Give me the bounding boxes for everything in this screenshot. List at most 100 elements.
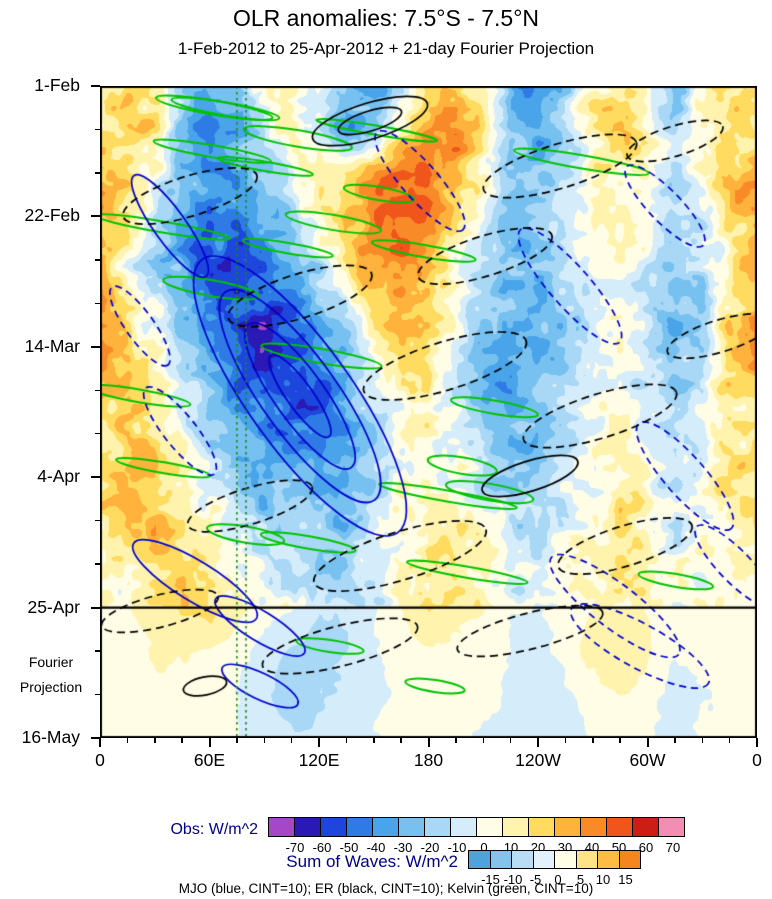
colorbar-tick-label: -40 <box>366 840 386 855</box>
colorbar-tick-label: -60 <box>312 840 332 855</box>
x-minor-tick <box>154 738 156 743</box>
y-major-tick <box>91 476 100 479</box>
waves-colorbar-label: Sum of Waves: W/m^2 <box>286 852 458 871</box>
colorbar-cell <box>424 817 451 837</box>
contour-legend-caption: MJO (blue, CINT=10); ER (black, CINT=10)… <box>178 881 594 896</box>
x-major-tick <box>646 738 649 747</box>
y-minor-tick <box>95 389 100 392</box>
x-minor-tick <box>373 738 375 743</box>
colorbar-tick-label: -15 <box>481 872 500 887</box>
x-minor-tick <box>236 738 238 743</box>
colorbar-tick-label: 10 <box>595 872 611 887</box>
colorbar-tick-label: -10 <box>503 872 523 887</box>
colorbar-tick-label: 60 <box>638 840 654 855</box>
x-minor-tick <box>619 738 621 743</box>
colorbar-tick-label: 5 <box>576 872 585 887</box>
x-minor-tick <box>592 738 594 743</box>
colorbar-cell <box>511 850 534 869</box>
colorbar-tick-label: -20 <box>420 840 440 855</box>
colorbar-cell <box>372 817 399 837</box>
colorbar-cell <box>476 817 503 837</box>
x-tick-label: 0 <box>752 750 762 770</box>
chart-title: OLR anomalies: 7.5°S - 7.5°N <box>232 5 540 31</box>
colorbar-cell <box>618 850 641 869</box>
y-tick-label: 1-Feb <box>34 75 80 95</box>
x-minor-tick <box>674 738 676 743</box>
hovmoller-heatmap-canvas <box>100 86 757 738</box>
x-minor-tick <box>564 738 567 743</box>
y-major-tick <box>91 85 100 87</box>
colorbar-tick-label: 70 <box>665 840 681 855</box>
colorbar-cell <box>502 817 529 837</box>
colorbar-cell <box>346 817 373 837</box>
x-major-tick <box>99 738 101 747</box>
x-major-tick <box>208 738 211 747</box>
colorbar-cell <box>606 817 633 837</box>
colorbar-cell <box>489 850 512 869</box>
y-minor-tick <box>95 432 100 435</box>
colorbar-tick-label: -30 <box>393 840 413 855</box>
y-major-tick <box>91 606 100 609</box>
colorbar-cell <box>468 850 491 869</box>
y-major-tick <box>91 215 100 218</box>
x-minor-tick <box>290 738 293 743</box>
x-major-tick <box>318 738 320 747</box>
fourier-projection-label: Fourier Projection <box>4 650 98 699</box>
x-major-tick <box>537 738 539 747</box>
colorbar-cell <box>398 817 425 837</box>
colorbar-cell <box>580 817 607 837</box>
colorbar-cell <box>320 817 347 837</box>
y-major-tick <box>91 345 100 348</box>
y-minor-tick <box>95 693 100 696</box>
y-major-tick <box>91 737 100 739</box>
obs-colorbar: -70 -60 -50 -40 -30 -20 -10 0 10 20 30 40 50 60 70 <box>268 817 685 855</box>
x-tick-label: 0 <box>95 750 105 770</box>
colorbar-cell <box>554 817 581 837</box>
colorbar-tick-label: -5 <box>529 872 542 887</box>
colorbar-cell <box>294 817 321 837</box>
x-minor-tick <box>509 738 512 743</box>
y-minor-tick <box>95 259 100 261</box>
fourier-projection-label-line2: Projection <box>19 678 83 695</box>
colorbar-tick-label: 0 <box>554 872 562 887</box>
colorbar-tick-label: -50 <box>339 840 359 855</box>
colorbar-tick-label: -10 <box>447 840 467 855</box>
x-tick-label: 180 <box>413 750 444 770</box>
y-minor-tick <box>95 563 100 565</box>
y-tick-label: 14-Mar <box>24 335 80 356</box>
x-tick-label: 120E <box>298 750 340 770</box>
y-minor-tick <box>95 172 100 174</box>
x-minor-tick <box>482 738 484 743</box>
colorbar-cell <box>528 817 555 837</box>
x-minor-tick <box>263 738 265 743</box>
colorbar-cell <box>554 850 577 869</box>
x-minor-tick <box>728 738 731 743</box>
x-major-tick <box>756 738 758 747</box>
x-minor-tick <box>345 738 348 743</box>
x-minor-tick <box>455 738 457 743</box>
y-tick-label: 25-Apr <box>27 596 80 617</box>
colorbar-cell <box>632 817 659 837</box>
y-tick-label: 4-Apr <box>37 466 80 487</box>
x-tick-label: 120W <box>515 750 561 770</box>
colorbar-cell <box>268 817 295 837</box>
x-tick-label: 60E <box>193 750 226 770</box>
y-minor-tick <box>95 650 100 652</box>
x-major-tick <box>427 738 430 747</box>
waves-colorbar: -15 -10 -5 0 5 10 15 <box>468 850 641 887</box>
x-tick-label: 60W <box>629 750 666 770</box>
x-minor-tick <box>181 738 183 743</box>
colorbar-cell <box>575 850 598 869</box>
colorbar-cell <box>532 850 555 869</box>
chart-subtitle: 1-Feb-2012 to 25-Apr-2012 + 21-day Fouri… <box>177 39 595 58</box>
colorbar-tick-label: 15 <box>618 872 633 887</box>
colorbar-tick-label: 0 <box>480 840 488 855</box>
y-tick-label: 16-May <box>21 727 80 747</box>
colorbar-cell <box>597 850 620 869</box>
x-minor-tick <box>701 738 703 743</box>
colorbar-cell <box>450 817 477 837</box>
y-minor-tick <box>95 302 100 305</box>
colorbar-tick-label: -70 <box>285 840 305 855</box>
obs-colorbar-label: Obs: W/m^2 <box>170 821 258 838</box>
